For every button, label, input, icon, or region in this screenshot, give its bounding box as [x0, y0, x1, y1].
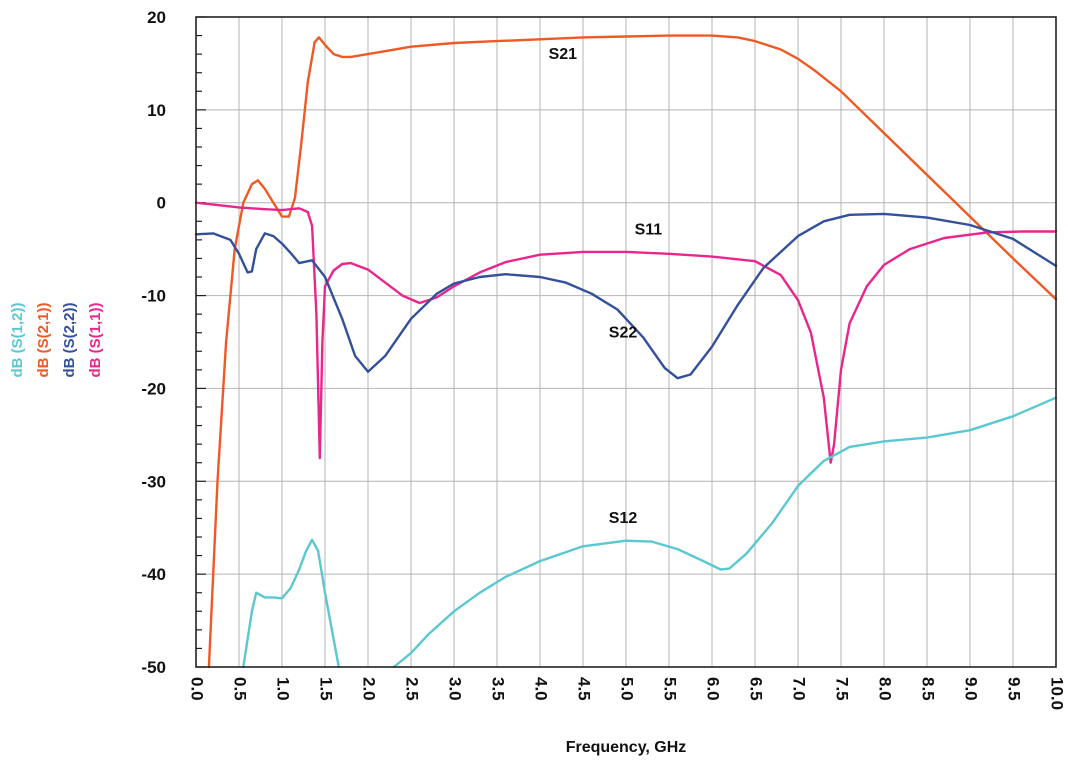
curve-label-s12: S12 — [609, 510, 638, 527]
x-tick-label: 6.5 — [747, 677, 766, 701]
x-tick-label: 3.5 — [489, 677, 508, 701]
y-tick-label: 0 — [157, 194, 166, 213]
y-axis-title-1: dB (S(1,2)) — [9, 302, 26, 377]
series-line-s21 — [207, 34, 1058, 669]
y-axis-title-4: dB (S(1,1)) — [87, 302, 104, 377]
x-tick-label: 2.5 — [403, 677, 422, 701]
x-tick-label: 6.0 — [704, 677, 723, 701]
curves — [194, 34, 1058, 669]
curve-labels: S21 S11 S22 S12 — [549, 46, 663, 527]
x-tick-label: 9.5 — [1005, 677, 1024, 701]
x-tick-label: 0.5 — [231, 677, 250, 701]
x-tick-labels: 0.0 0.5 1.0 1.5 2.0 2.5 3.0 3.5 4.0 4.5 5.0 5.5 6.0 6… — [188, 677, 1067, 710]
grid — [195, 16, 1057, 668]
y-tick-label: -10 — [141, 287, 166, 306]
x-tick-label: 9.0 — [962, 677, 981, 701]
x-tick-label: 8.0 — [876, 677, 895, 701]
y-axis-titles: dB (S(1,2)) dB (S(2,1)) dB (S(2,2)) dB (S(1… — [9, 302, 104, 377]
y-tick-labels: 20 10 0 -10 -20 -30 -40 -50 — [141, 8, 166, 677]
x-tick-label: 0.0 — [188, 677, 207, 701]
x-tick-label: 2.0 — [360, 677, 379, 701]
x-tick-label: 7.0 — [790, 677, 809, 701]
y-tick-label: -30 — [141, 472, 166, 491]
curve-label-s22: S22 — [609, 324, 638, 341]
x-tick-label: 5.5 — [661, 677, 680, 701]
y-axis-title-3: dB (S(2,2)) — [61, 302, 78, 377]
x-tick-label: 10.0 — [1048, 677, 1067, 710]
curve-label-s11: S11 — [635, 221, 663, 238]
y-tick-label: 20 — [147, 8, 166, 27]
series-line-s12 — [242, 538, 340, 669]
x-tick-label: 8.5 — [919, 677, 938, 701]
y-tick-label: -50 — [141, 658, 166, 677]
series-line-s12 — [392, 396, 1058, 669]
x-tick-label: 1.5 — [317, 677, 336, 701]
series-line-s22 — [194, 212, 1058, 380]
y-tick-label: 10 — [147, 101, 166, 120]
x-tick-label: 5.0 — [618, 677, 637, 701]
y-tick-label: -40 — [141, 565, 166, 584]
x-tick-label: 7.5 — [833, 677, 852, 701]
plot-frame — [195, 16, 1057, 668]
curve-label-s21: S21 — [549, 46, 578, 63]
x-axis-title: Frequency, GHz — [566, 739, 687, 756]
y-tick-label: -20 — [141, 379, 166, 398]
x-tick-label: 1.0 — [274, 677, 293, 701]
series-line-s11 — [194, 201, 1058, 464]
x-tick-label: 4.5 — [575, 677, 594, 701]
x-tick-label: 3.0 — [446, 677, 465, 701]
y-axis-title-2: dB (S(2,1)) — [35, 302, 52, 377]
x-tick-label: 4.0 — [532, 677, 551, 701]
